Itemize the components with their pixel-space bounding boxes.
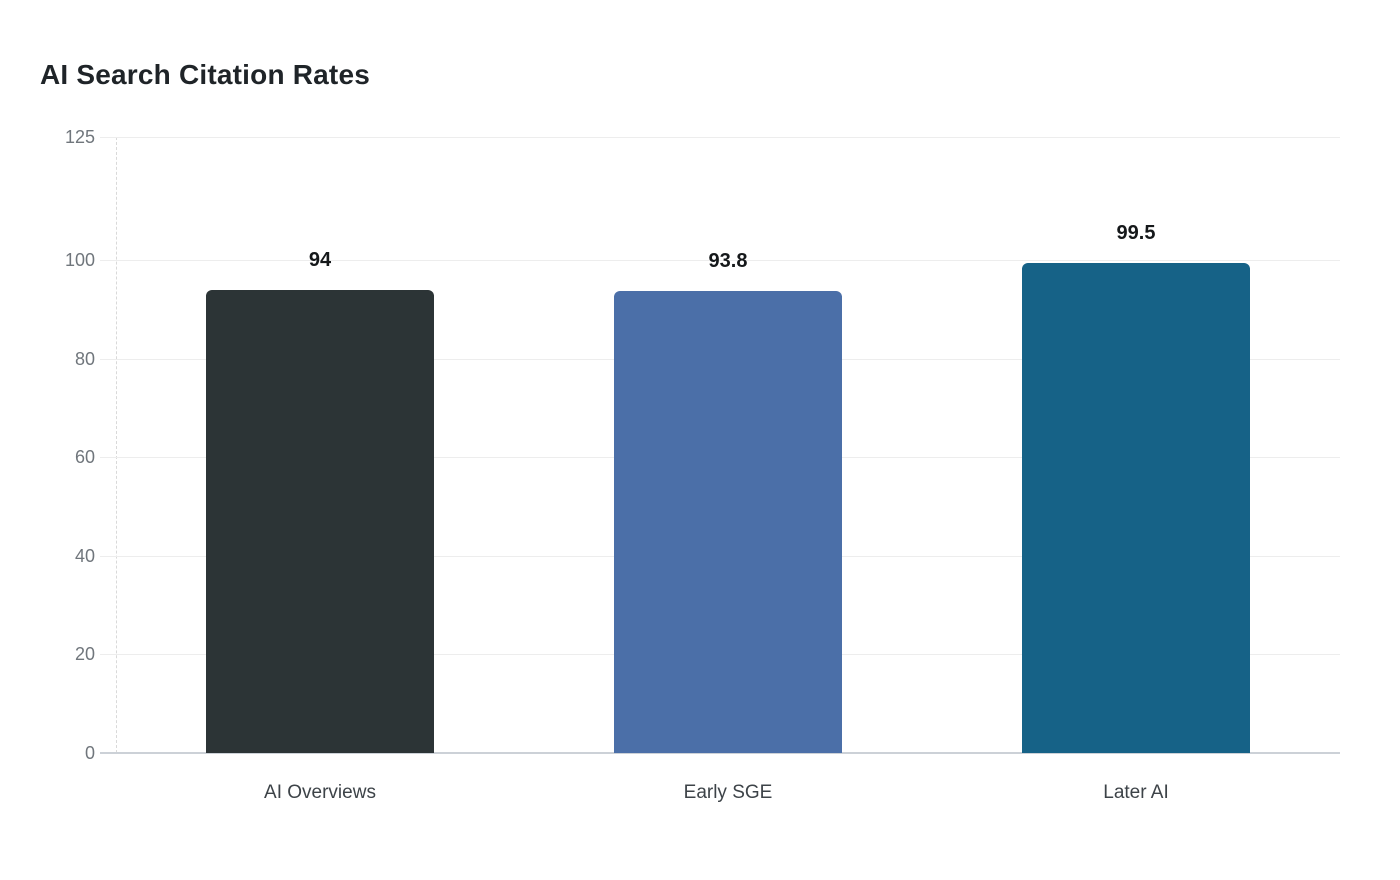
x-category-label: AI Overviews <box>264 782 376 803</box>
gridline <box>100 260 1340 262</box>
y-tick-label: 100 <box>64 250 95 271</box>
x-axis-line <box>100 752 1340 754</box>
bar-early-sge <box>614 290 842 753</box>
bar-later-ai <box>1022 262 1250 753</box>
bar-value-label: 93.8 <box>708 249 748 272</box>
bar-ai-overviews <box>206 289 434 753</box>
y-tick-label: 20 <box>74 644 95 665</box>
y-axis-line <box>116 137 117 753</box>
y-tick-label: 60 <box>74 447 95 468</box>
bar-value-label: 99.5 <box>1116 221 1156 244</box>
y-tick-label: 40 <box>74 545 95 566</box>
x-category-label: Early SGE <box>683 782 773 803</box>
gridline <box>100 137 1340 138</box>
y-tick-label: 80 <box>74 348 95 369</box>
bar-value-label: 94 <box>308 248 332 271</box>
chart-title: AI Search Citation Rates <box>40 59 370 90</box>
y-tick-label: 0 <box>84 743 95 763</box>
y-tick-label: 125 <box>64 127 95 147</box>
x-category-label: Later AI <box>1103 782 1169 803</box>
